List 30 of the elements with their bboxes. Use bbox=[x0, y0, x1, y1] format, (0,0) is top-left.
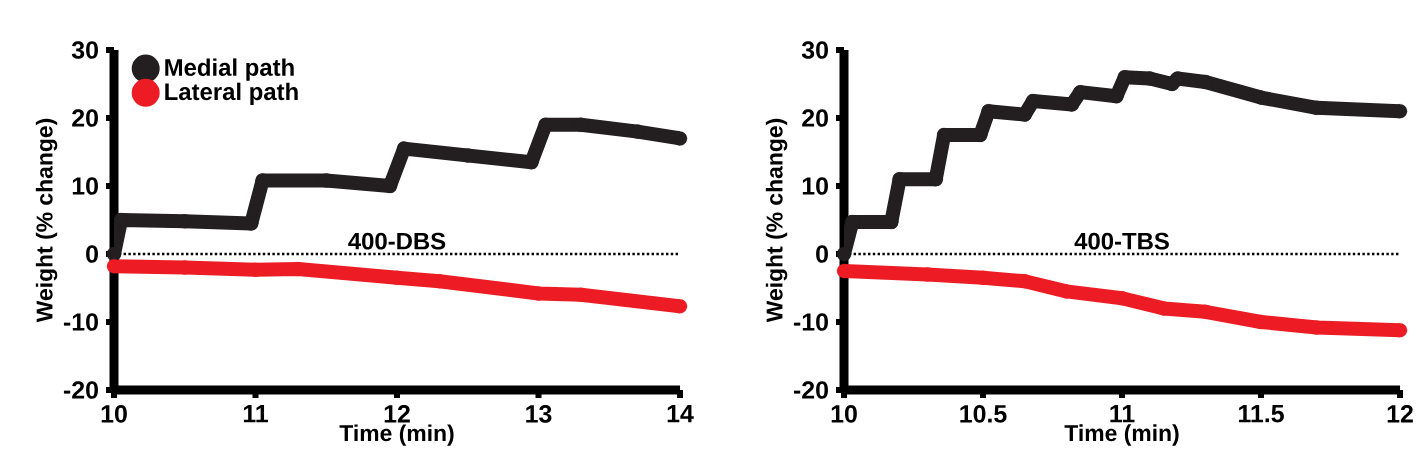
legend-label: Lateral path bbox=[165, 82, 298, 105]
y-axis-title: Weight (% change) bbox=[35, 118, 58, 323]
x-tick-label: 13 bbox=[526, 405, 552, 423]
y-tick-label: 30 bbox=[71, 41, 98, 59]
y-tick-label: 0 bbox=[816, 245, 828, 263]
y-tick-label: -20 bbox=[63, 381, 98, 399]
x-axis-title: Time (min) bbox=[339, 424, 454, 446]
y-tick-label: 20 bbox=[802, 109, 828, 127]
legend-label: Medial path bbox=[165, 58, 294, 81]
y-tick-label: 0 bbox=[86, 245, 98, 263]
x-tick-label: 12 bbox=[384, 405, 410, 423]
x-tick-label: 11 bbox=[243, 405, 268, 423]
y-tick-label: 10 bbox=[72, 177, 98, 195]
x-tick-label: 10 bbox=[831, 405, 857, 423]
x-tick-label: 11 bbox=[1110, 405, 1135, 423]
y-tick-label: -10 bbox=[793, 313, 828, 331]
x-tick-label: 14 bbox=[667, 405, 694, 423]
x-tick-label: 11.5 bbox=[1239, 405, 1284, 423]
y-tick-label: 20 bbox=[72, 109, 98, 127]
x-tick-label: 12 bbox=[1387, 405, 1413, 423]
x-tick-label: 10.5 bbox=[960, 405, 1007, 423]
y-tick-label: -10 bbox=[63, 313, 98, 331]
x-tick-label: 10 bbox=[101, 405, 127, 423]
ref-line-label: 400-TBS bbox=[1074, 232, 1169, 250]
x-axis-title: Time (min) bbox=[1064, 424, 1179, 446]
y-axis-title: Weight (% change) bbox=[765, 118, 788, 323]
y-tick-label: -20 bbox=[793, 381, 828, 399]
y-tick-label: 10 bbox=[802, 177, 828, 195]
ref-line-label: 400-DBS bbox=[348, 232, 446, 250]
y-tick-label: 30 bbox=[801, 41, 828, 59]
